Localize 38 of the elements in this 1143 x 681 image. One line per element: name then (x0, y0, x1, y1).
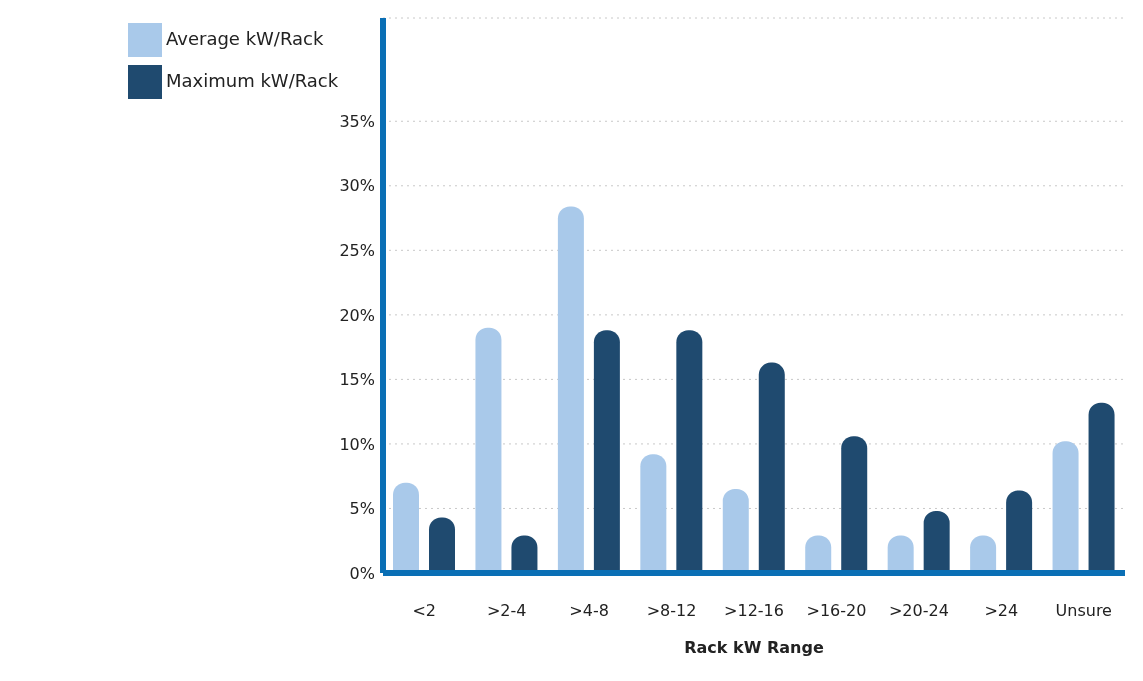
bar (593, 330, 620, 573)
legend-label: Maximum kW/Rack (166, 70, 339, 91)
x-tick-label: >24 (984, 601, 1019, 621)
bar (676, 330, 703, 573)
x-tick-label: Unsure (1055, 601, 1112, 621)
y-tick-label: 20% (339, 305, 375, 325)
bar (805, 535, 832, 573)
y-tick-label: 0% (349, 563, 375, 583)
bar (970, 535, 997, 573)
x-tick-label: >16-20 (806, 601, 867, 621)
x-tick-label: >2-4 (486, 601, 527, 621)
y-tick-label: 15% (339, 370, 375, 390)
legend-label: Average kW/Rack (166, 28, 324, 49)
bar (758, 362, 785, 573)
bar (557, 206, 584, 573)
x-tick-label: <2 (412, 601, 437, 621)
bar (841, 436, 868, 573)
y-tick-label: 10% (339, 434, 375, 454)
bar (887, 535, 914, 573)
y-tick-label: 35% (339, 111, 375, 131)
x-tick-label: >8-12 (646, 601, 697, 621)
bar (511, 535, 538, 573)
x-tick-label: >12-16 (724, 601, 784, 621)
bar (1088, 402, 1115, 573)
x-axis-title: Rack kW Range (684, 638, 824, 657)
x-tick-label: >4-8 (569, 601, 609, 621)
bar (923, 511, 950, 573)
bar (393, 482, 419, 573)
bar (640, 454, 667, 573)
bar (475, 327, 502, 573)
bar (1006, 490, 1033, 573)
y-tick-label: 5% (349, 499, 375, 519)
bar (722, 489, 749, 573)
x-tick-label: >20-24 (888, 601, 949, 621)
y-tick-label: 30% (339, 176, 375, 196)
bar (1052, 441, 1079, 573)
bar (429, 517, 455, 573)
y-tick-label: 25% (339, 241, 375, 261)
